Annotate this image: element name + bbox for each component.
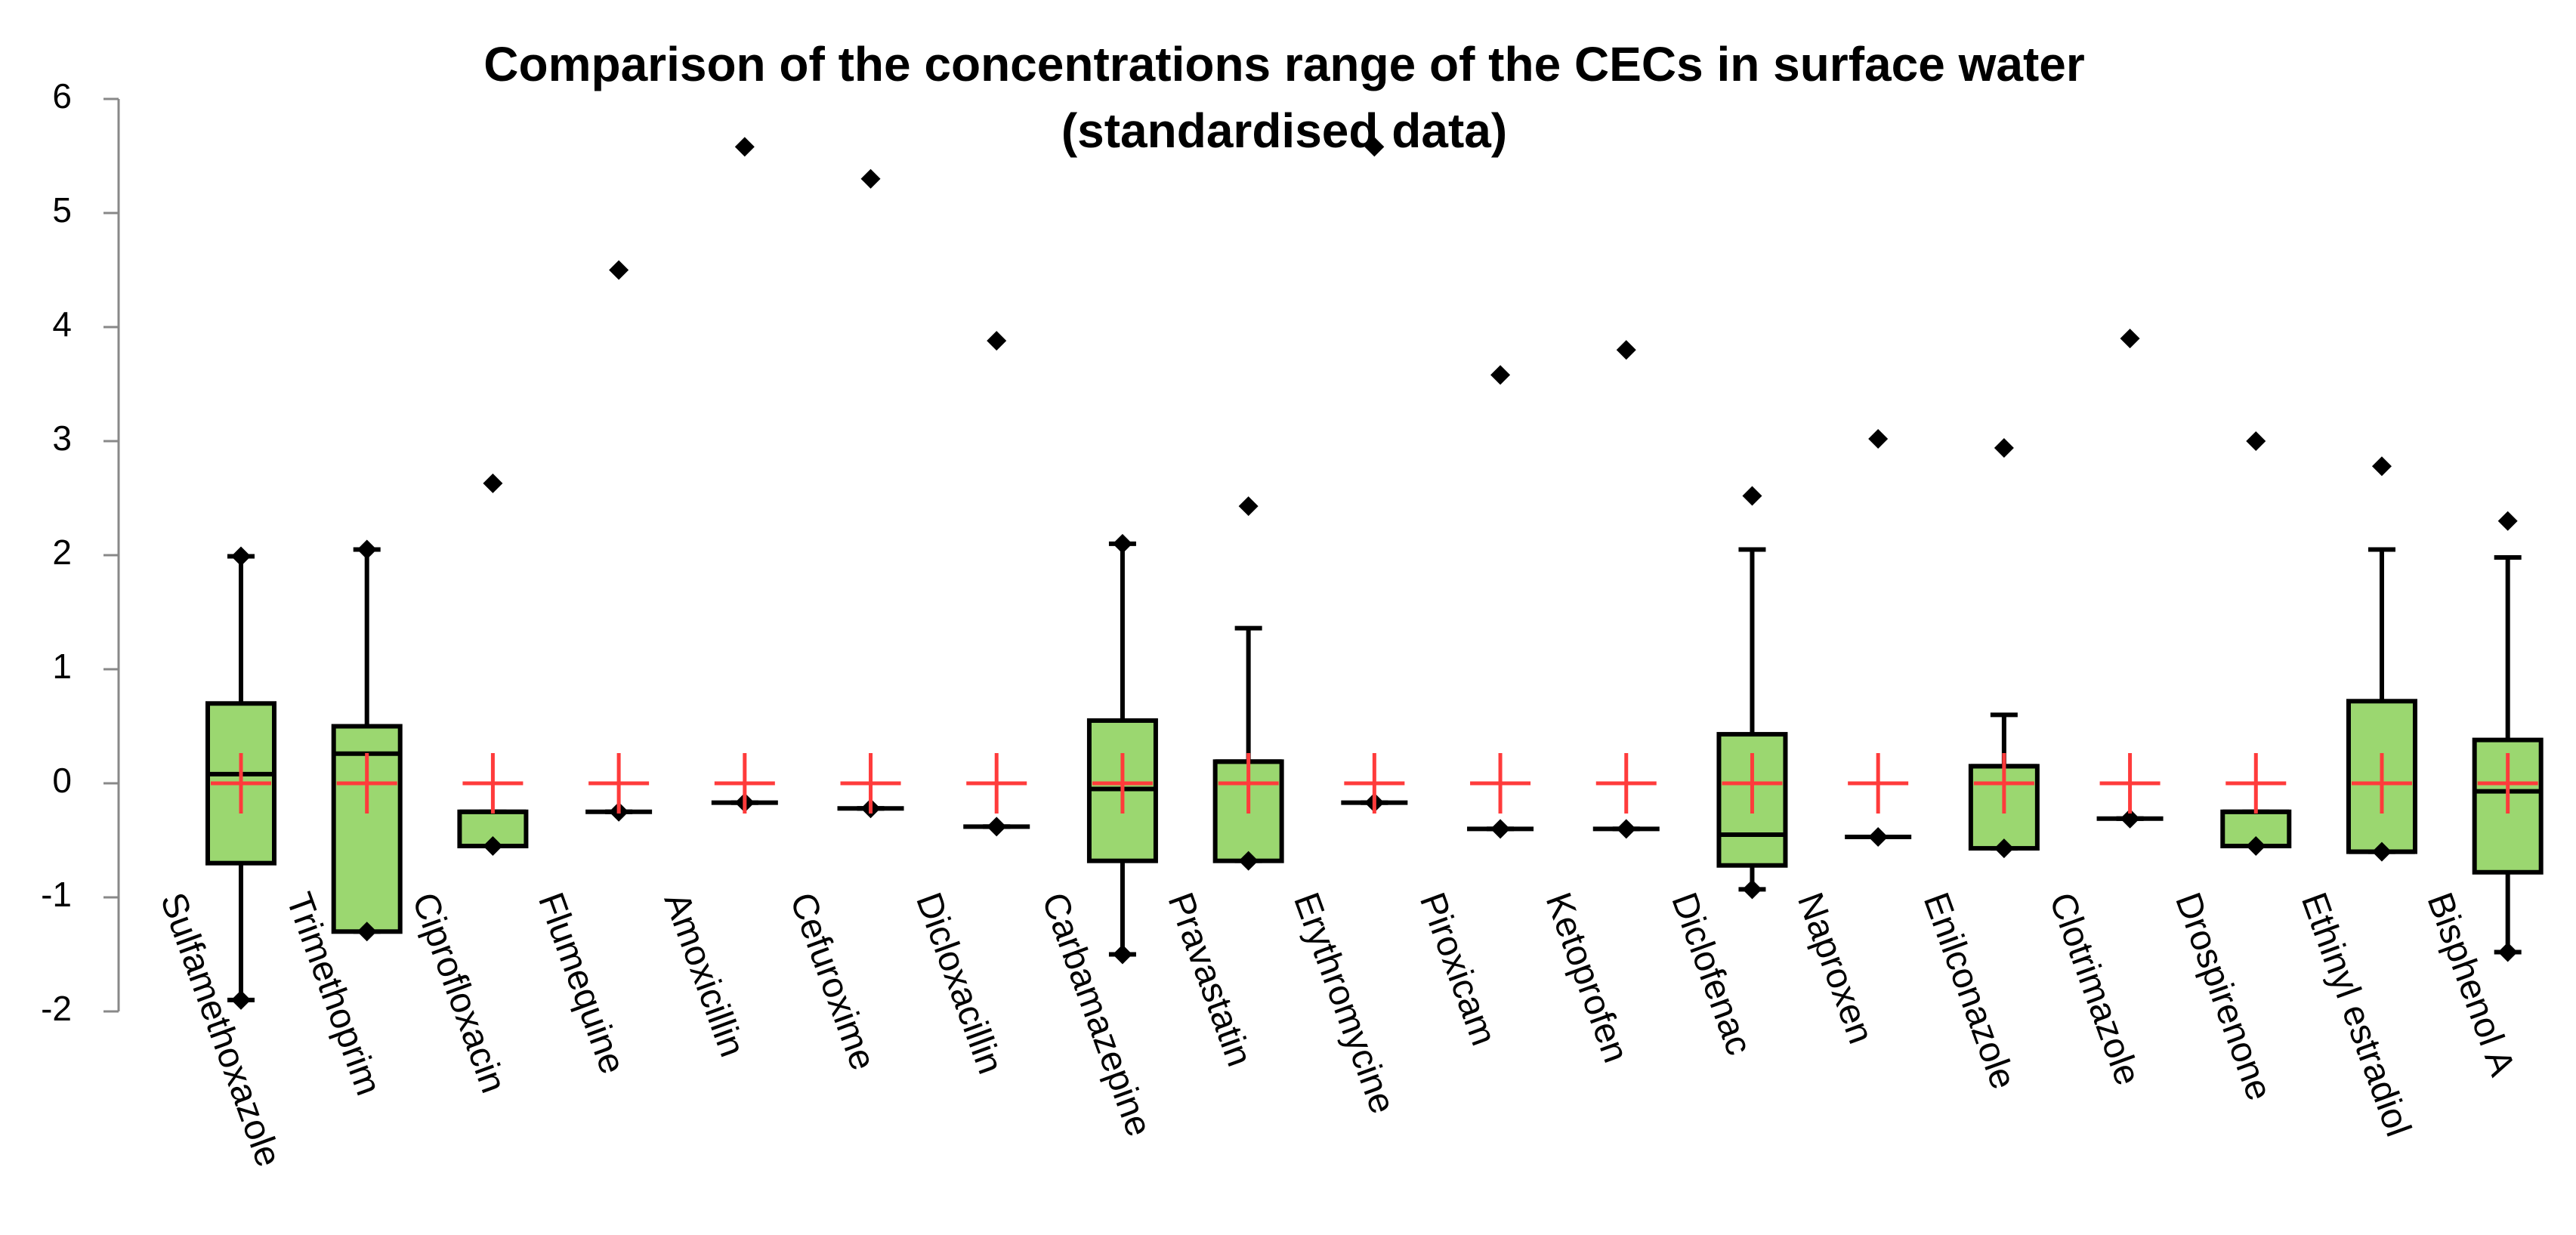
mean-marker: [840, 753, 901, 814]
y-tick-label: 4: [52, 304, 72, 344]
x-tick-label: Ciprofloxacin: [404, 888, 514, 1098]
x-tick-label: Amoxicillin: [656, 888, 752, 1062]
max-marker: [2497, 511, 2518, 531]
mean-marker: [1722, 753, 1783, 814]
max-marker: [1112, 533, 1132, 554]
x-tick-label: Ketoprofen: [1537, 888, 1635, 1068]
mean-marker: [462, 753, 524, 814]
y-tick-label: 2: [52, 533, 72, 572]
max-marker: [1616, 340, 1636, 360]
x-tick-label: Naproxen: [1790, 888, 1881, 1049]
y-tick-label: 6: [52, 76, 72, 116]
y-tick-label: 5: [52, 190, 72, 230]
max-marker: [1994, 438, 2014, 458]
x-tick-label: Enilconazole: [1916, 888, 2024, 1095]
mean-marker: [714, 753, 775, 814]
max-marker: [734, 137, 755, 157]
x-tick-label: Ethinyl estradiol: [2293, 888, 2419, 1142]
min-marker: [1742, 879, 1762, 900]
max-marker: [2246, 431, 2266, 451]
min-marker: [987, 817, 1007, 837]
max-marker: [1364, 137, 1385, 157]
mean-marker: [966, 753, 1027, 814]
max-marker: [2120, 329, 2140, 349]
x-tick-label: Clotrimazole: [2041, 888, 2148, 1091]
x-tick-label: Flumequine: [530, 888, 633, 1079]
mean-marker: [2477, 753, 2538, 814]
x-tick-label: Erythromycine: [1286, 888, 1403, 1119]
min-marker: [1994, 838, 2014, 859]
mean-marker: [1470, 753, 1531, 814]
y-tick-label: -2: [41, 989, 72, 1028]
min-marker: [1112, 944, 1132, 965]
min-marker: [231, 990, 251, 1010]
max-marker: [609, 260, 629, 280]
min-marker: [2497, 942, 2518, 962]
mean-marker: [2225, 753, 2287, 814]
mean-marker: [1848, 753, 1909, 814]
min-marker: [1868, 826, 1889, 847]
max-marker: [483, 473, 503, 493]
chart-title: Comparison of the concentrations range o…: [483, 37, 2085, 91]
max-marker: [987, 331, 1007, 351]
max-marker: [1742, 486, 1762, 506]
min-marker: [2371, 841, 2392, 862]
max-marker: [1238, 496, 1259, 517]
x-tick-label: Drospirenone: [2167, 888, 2279, 1106]
max-marker: [1868, 428, 1889, 449]
y-tick-label: 3: [52, 418, 72, 458]
mean-marker: [2351, 753, 2412, 814]
min-marker: [357, 922, 377, 942]
max-marker: [1490, 365, 1511, 385]
mean-marker: [1344, 753, 1405, 814]
x-tick-label: Piroxicam: [1412, 888, 1504, 1051]
mean-marker: [2099, 753, 2161, 814]
chart-subtitle: (standardised data): [1061, 103, 1507, 158]
min-marker: [1238, 851, 1259, 871]
mean-marker: [588, 753, 650, 814]
mean-marker: [1595, 753, 1657, 814]
mean-marker: [336, 753, 397, 814]
mean-marker: [1218, 753, 1279, 814]
x-tick-label: Pravastatin: [1160, 888, 1259, 1072]
mean-marker: [1092, 753, 1153, 814]
x-tick-label: Carbamazepine: [1034, 888, 1160, 1142]
max-marker: [2371, 456, 2392, 477]
min-marker: [2120, 808, 2140, 829]
max-marker: [231, 546, 251, 567]
mean-marker: [1973, 753, 2034, 814]
min-marker: [1490, 819, 1511, 839]
y-tick-label: 0: [52, 761, 72, 800]
x-tick-label: Sulfamethoxazole: [153, 888, 289, 1172]
y-tick-label: 1: [52, 647, 72, 686]
min-marker: [1616, 819, 1636, 839]
min-marker: [2246, 836, 2266, 857]
mean-marker: [211, 753, 271, 814]
x-tick-label: Diclofenac: [1663, 888, 1759, 1061]
max-marker: [860, 168, 881, 189]
y-tick-label: -1: [41, 875, 72, 914]
min-marker: [483, 836, 503, 857]
max-marker: [357, 539, 377, 560]
x-tick-label: Cefuroxime: [782, 888, 883, 1076]
x-tick-label: Dicloxacillin: [908, 888, 1011, 1079]
